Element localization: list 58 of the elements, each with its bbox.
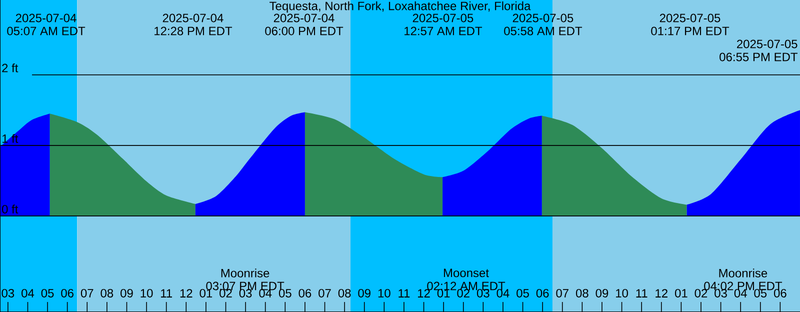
x-tick-label: 12 [656,289,668,298]
x-tick-label: 02 [220,288,232,298]
x-tick-label: 06 [774,288,786,298]
annotation: 01:17 PM EDT [651,26,730,36]
x-tick-label: 08 [576,288,588,298]
annotation: 2025-07-04 [16,14,76,22]
x-tick-label: 07 [556,288,568,298]
annotation: 03:07 PM EDT [206,282,284,290]
annotation: 05:58 AM EDT [504,26,582,36]
x-tick-label: 02 [457,288,470,298]
x-tick-label: 09 [596,288,608,298]
annotation: Moonrise [221,268,270,278]
annotation: 06:00 PM EDT [265,26,344,36]
annotation: 2025-07-04 [162,14,224,22]
y-tick-label: 2 ft [2,63,18,72]
x-tick-label: 05 [516,288,529,298]
annotation: 2025-07-05 [737,40,798,48]
x-tick-label: 03 [239,288,252,298]
x-tick-label: 07 [80,288,94,298]
x-tick-label: 12 [180,289,192,298]
x-tick-label: 04 [22,288,34,298]
annotation: 2025-07-05 [660,14,720,22]
annotation: 2025-07-05 [512,14,574,22]
x-tick-label: 03 [2,288,14,298]
x-tick-label: 11 [398,289,410,298]
x-tick-label: 11 [636,289,648,298]
x-tick-label: 04 [734,288,747,298]
annotation: 2025-07-05 [412,14,474,22]
x-tick-label: 09 [120,288,133,298]
x-tick-label: 06 [61,288,74,298]
x-tick-label: 10 [616,288,628,298]
x-tick-label: 08 [100,288,114,298]
annotation: 12:57 AM EDT [404,26,482,36]
annotation: 2025-07-04 [274,14,334,22]
x-tick-label: 05 [278,288,292,298]
x-tick-label: 04 [496,288,510,298]
x-tick-label: 01 [200,288,212,298]
annotation: 04:02 PM EDT [704,282,782,290]
x-tick-label: 10 [140,288,153,298]
x-tick-label: 02 [694,288,708,298]
x-tick-label: 12 [418,289,430,298]
x-tick-label: 05 [754,288,767,298]
x-tick-label: 06 [298,288,312,298]
x-tick-label: 11 [161,289,172,298]
x-tick-label: 07 [318,288,331,298]
annotation: 12:28 PM EDT [154,26,232,36]
annotation: 02:12 AM EDT [427,282,506,290]
annotation: Moonset [444,268,489,278]
x-tick-label: 05 [41,288,54,298]
x-tick-label: 03 [714,288,727,298]
x-tick-label: 09 [358,288,370,298]
annotation: Moonrise [719,268,768,278]
x-tick-label: 06 [536,288,549,298]
y-tick-label: 1 ft [2,134,18,143]
x-tick-label: 10 [378,288,390,298]
y-tick-label: 0 ft [2,204,18,214]
annotation: 06:55 PM EDT [720,52,798,62]
x-tick-label: 01 [674,288,688,298]
